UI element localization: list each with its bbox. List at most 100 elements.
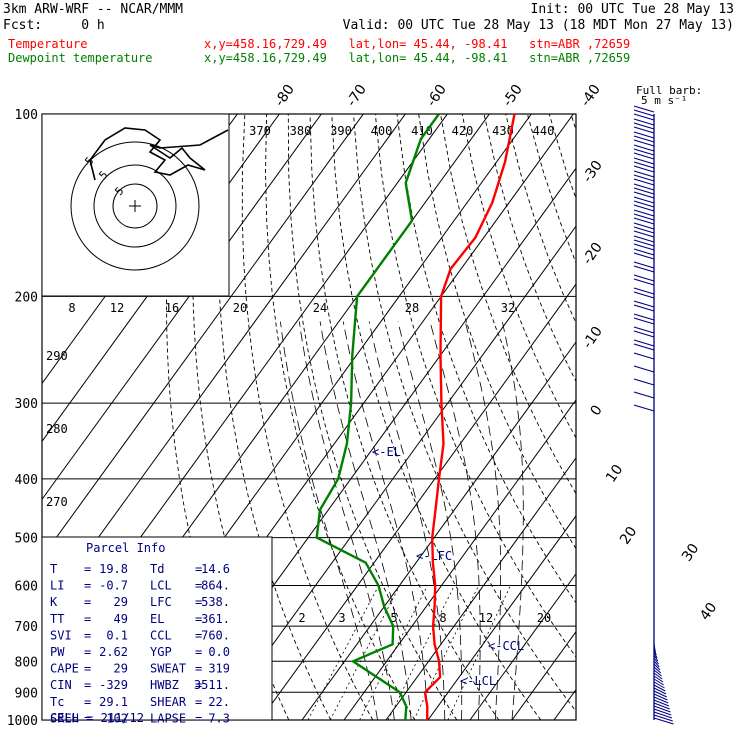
parcel-cell-value: CELL = 211/12 <box>50 711 144 725</box>
mixing-ratio-line <box>413 585 479 720</box>
parcel-info-cell: = <box>84 662 91 676</box>
wind-barb <box>633 144 655 152</box>
wind-barb <box>633 265 655 273</box>
moist-adiabat-line <box>319 321 412 720</box>
parcel-info-cell: SREH <box>50 711 79 725</box>
wind-barb <box>633 391 655 399</box>
speed-tick-label: 8 <box>68 301 75 315</box>
pressure-tick-label: 1000 <box>7 714 38 729</box>
init-time: Init: 00 UTC Tue 28 May 13 <box>530 2 735 17</box>
wind-barb <box>633 178 655 186</box>
parcel-info-cell: = <box>84 579 91 593</box>
isotherm-line <box>343 399 576 720</box>
parcel-info-cell: TT <box>50 612 64 626</box>
parcel-info-cell: = <box>195 579 202 593</box>
parcel-info-cell: 29 <box>114 595 128 609</box>
parcel-info-cell: 22. <box>208 695 230 709</box>
isotherm-tick-label: -30 <box>580 158 606 186</box>
parcel-info-cell: 14.6 <box>201 562 230 576</box>
dry-adiabat-line <box>505 114 576 325</box>
speed-tick-label: 24 <box>313 301 327 315</box>
pressure-tick-label: 400 <box>15 473 38 488</box>
wind-barb <box>633 352 655 360</box>
parcel-info-cell: = <box>84 711 91 725</box>
parcel-info-cell: 29 <box>114 662 128 676</box>
moist-adiabat-line <box>342 321 429 720</box>
theta-side-label: 290 <box>46 349 68 363</box>
wind-barb <box>633 196 655 204</box>
dry-adiabat-line <box>440 114 576 495</box>
wind-barb <box>633 152 655 160</box>
parcel-info-cell: 760. <box>201 628 230 642</box>
isotherm-tick-label: -10 <box>580 324 606 352</box>
wind-barb <box>633 304 655 312</box>
theta-tick-label: 440 <box>533 124 555 138</box>
pressure-tick-label: 700 <box>15 620 38 635</box>
wind-barb <box>653 708 672 716</box>
mixing-ratio-label: 2 <box>298 611 305 625</box>
theta-tick-label: 370 <box>249 124 271 138</box>
pressure-tick-label: 600 <box>15 580 38 595</box>
isotherm-tick-label: -40 <box>578 82 604 110</box>
wind-barb <box>653 681 665 689</box>
isotherm-line <box>217 225 576 720</box>
parcel-info-cell: SWEAT <box>150 662 186 676</box>
wind-barb <box>653 693 668 701</box>
dry-adiabat-line <box>287 114 458 720</box>
parcel-info-cell: = <box>84 595 91 609</box>
isotherm-line <box>596 114 740 720</box>
theta-tick-label: 380 <box>290 124 312 138</box>
isotherm-line <box>301 341 576 720</box>
parcel-info-cell: PW <box>50 645 65 659</box>
theta-tick-label: 410 <box>411 124 433 138</box>
temperature-info: x,y=458.16,729.49 lat,lon= 45.44, -98.41… <box>204 37 631 51</box>
wind-barb <box>633 174 655 182</box>
moist-adiabat-line <box>368 321 446 720</box>
barb-legend-title: Full barb: <box>636 84 702 97</box>
dry-adiabat-line <box>526 114 576 264</box>
wind-barb <box>633 404 655 412</box>
wind-barb <box>653 660 660 668</box>
moist-adiabat-line <box>280 321 378 720</box>
parcel-info-cell: LCL <box>150 579 172 593</box>
isotherm-tick-label: -50 <box>500 82 526 110</box>
parcel-info-cell: = <box>195 711 202 725</box>
isotherm-line <box>259 283 576 720</box>
theta-tick-label: 400 <box>371 124 393 138</box>
wind-barb <box>653 699 670 707</box>
parcel-info-cell: LI <box>50 579 64 593</box>
parcel-info-cell: 19.8 <box>99 562 128 576</box>
el-level-label: <-EL <box>372 445 401 459</box>
parcel-info-cell: K <box>50 595 58 609</box>
parcel-info-cell: 29.1 <box>99 695 128 709</box>
dry-adiabat-line <box>548 114 576 200</box>
isotherm-tick-label: 20 <box>617 524 640 548</box>
wind-barb <box>633 226 655 234</box>
wind-barb <box>633 204 655 212</box>
wind-barb <box>633 278 655 286</box>
parcel-info-cell: = <box>195 562 202 576</box>
wind-barb <box>653 705 671 713</box>
parcel-info-cell: = <box>84 628 91 642</box>
dewpoint-trace <box>315 114 440 720</box>
pressure-tick-label: 300 <box>15 397 38 412</box>
wind-barb <box>633 274 655 282</box>
wind-barb <box>633 170 655 178</box>
moist-adiabat-line <box>464 321 501 720</box>
wind-barb <box>633 109 655 117</box>
wind-barb <box>653 675 664 683</box>
dry-adiabat-line <box>309 114 500 720</box>
lfc-level-label: <-LFC <box>416 549 452 563</box>
parcel-info-cell: -0.7 <box>99 579 128 593</box>
mixing-ratio-label: 3 <box>338 611 345 625</box>
dry-adiabat-line <box>614 114 740 720</box>
wind-barb <box>653 651 658 659</box>
wind-barb <box>633 291 655 299</box>
mixing-ratio-line <box>447 585 511 720</box>
theta-tick-label: 420 <box>452 124 474 138</box>
wind-barb <box>653 669 662 677</box>
mixing-ratio-line <box>329 585 401 720</box>
wind-barb <box>633 126 655 134</box>
wind-barb <box>653 714 673 722</box>
